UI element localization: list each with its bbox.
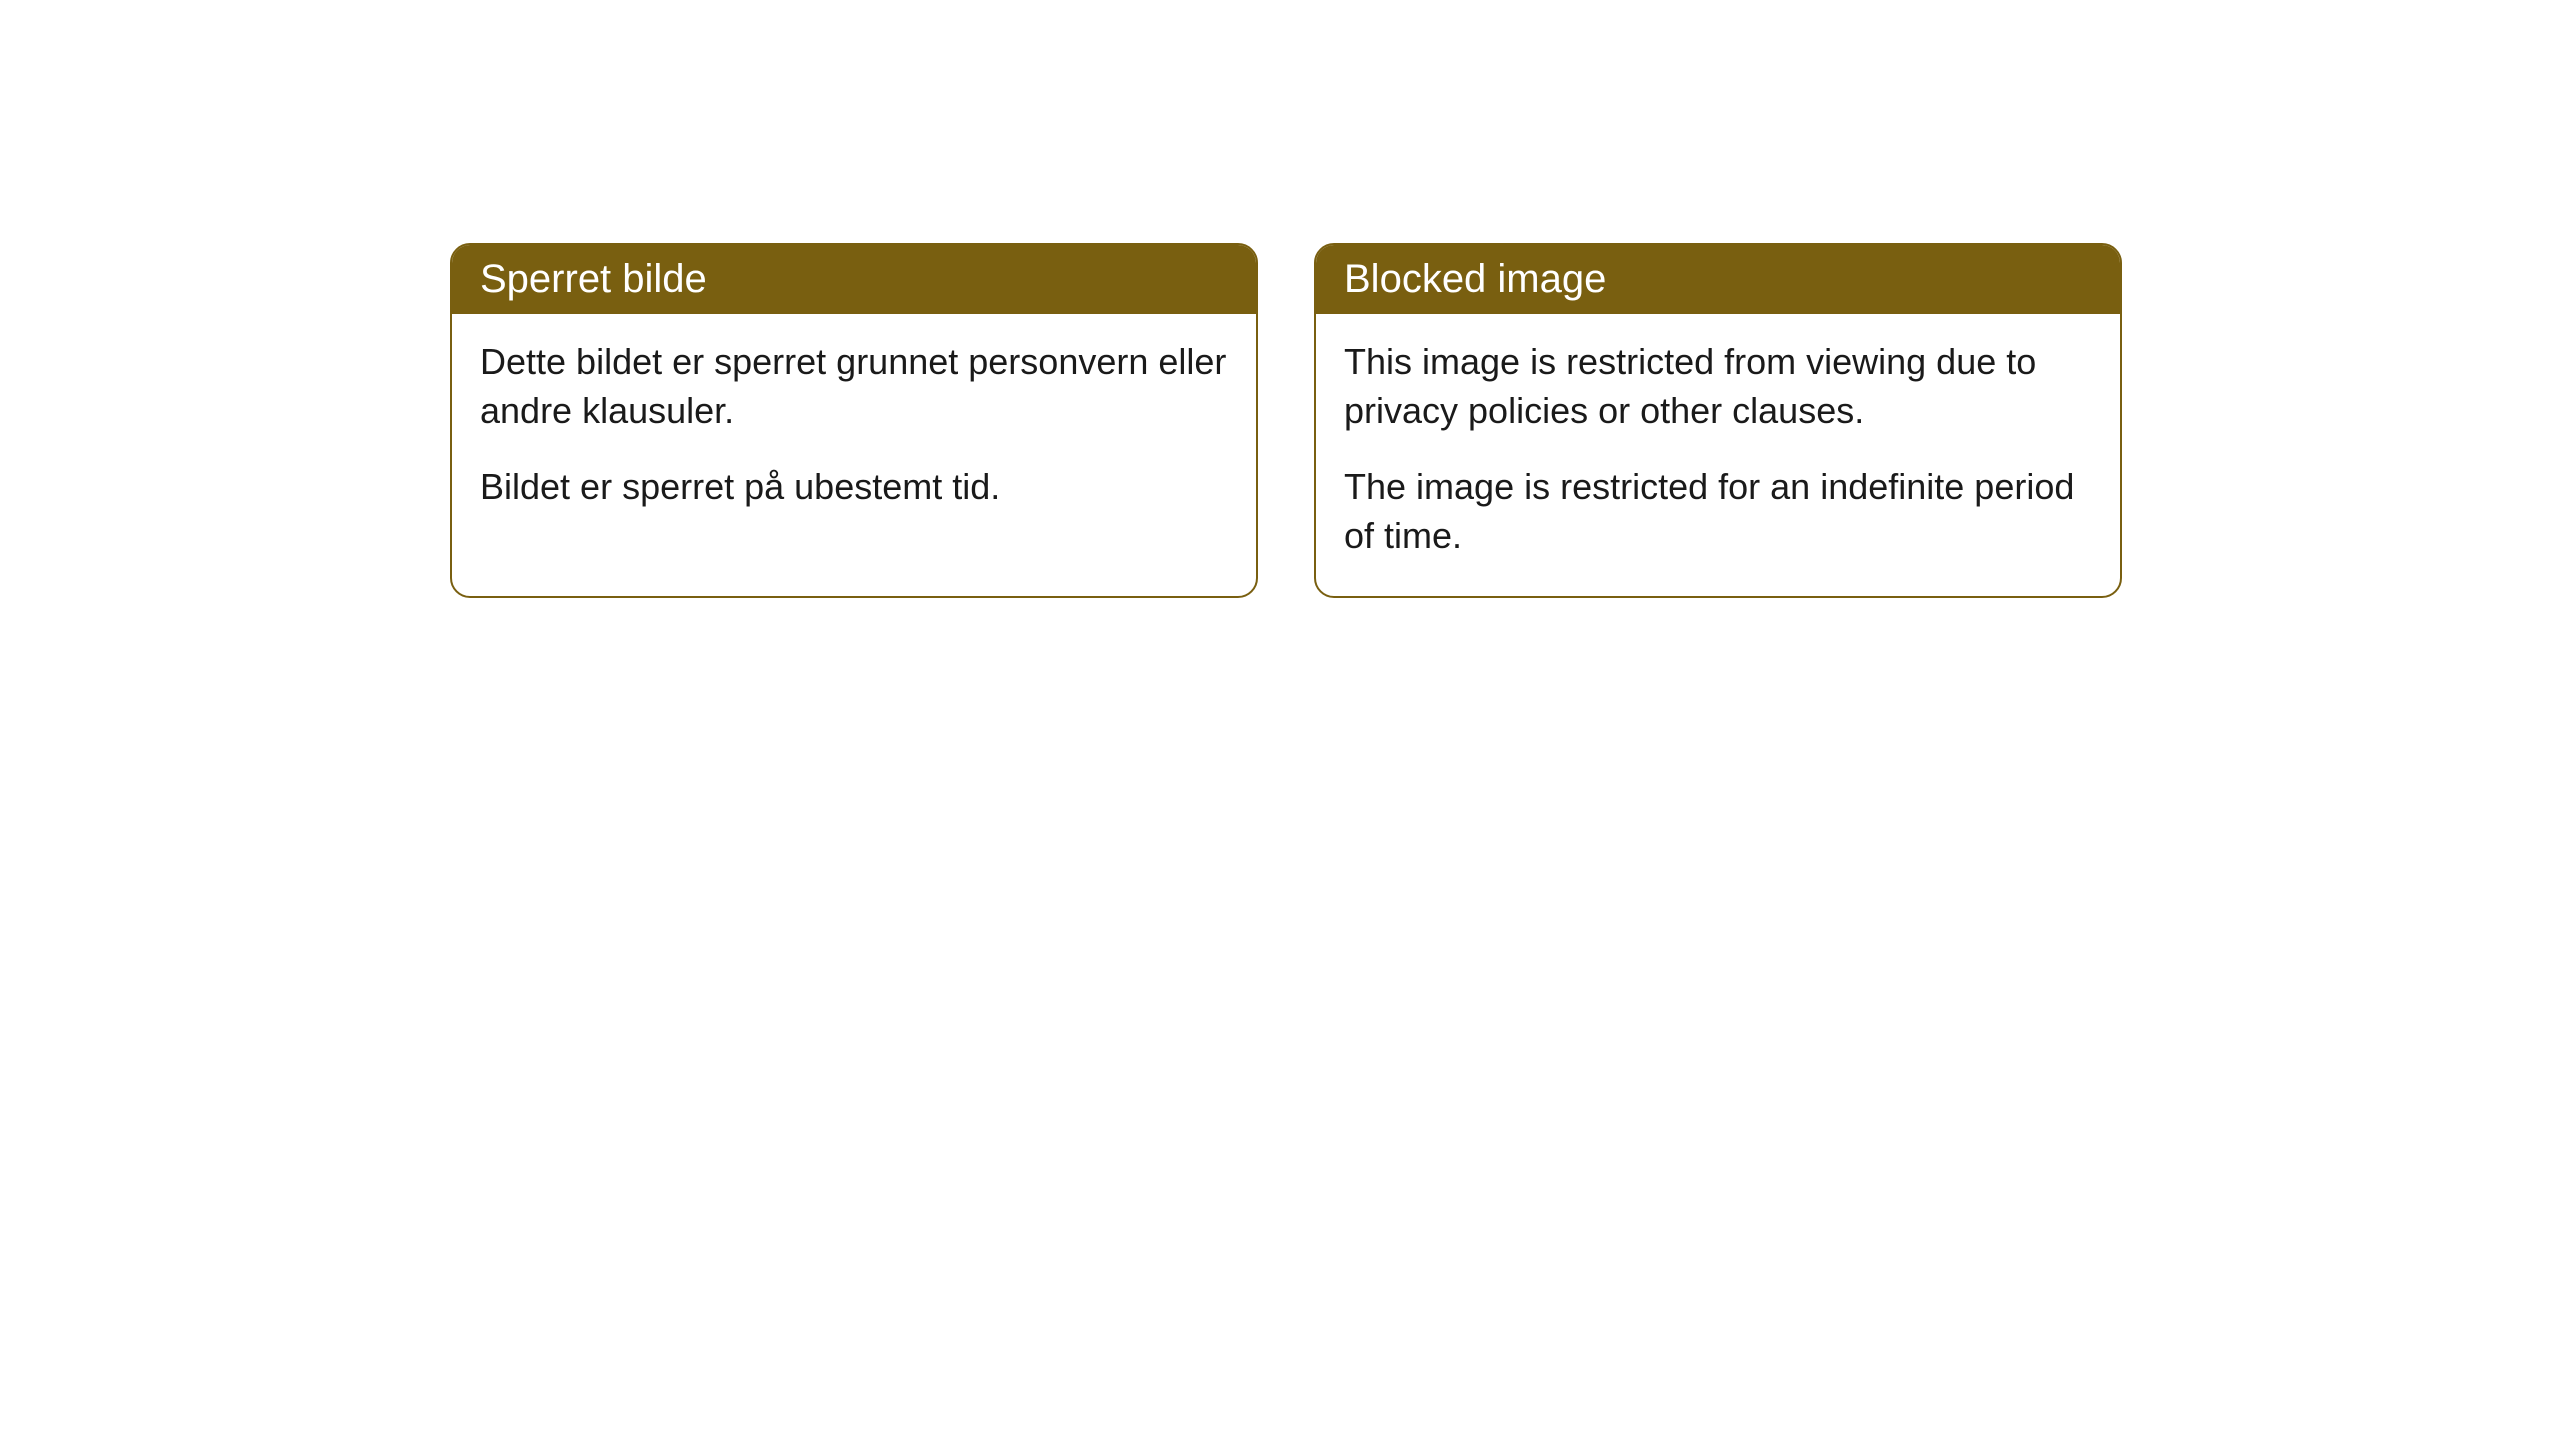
card-paragraph-2-en: The image is restricted for an indefinit… (1344, 463, 2092, 560)
card-body-no: Dette bildet er sperret grunnet personve… (452, 314, 1256, 548)
blocked-image-card-no: Sperret bilde Dette bildet er sperret gr… (450, 243, 1258, 598)
card-paragraph-1-en: This image is restricted from viewing du… (1344, 338, 2092, 435)
card-paragraph-2-no: Bildet er sperret på ubestemt tid. (480, 463, 1228, 512)
blocked-image-card-en: Blocked image This image is restricted f… (1314, 243, 2122, 598)
card-title-en: Blocked image (1316, 245, 2120, 314)
card-body-en: This image is restricted from viewing du… (1316, 314, 2120, 596)
notice-cards-container: Sperret bilde Dette bildet er sperret gr… (450, 243, 2122, 598)
card-title-no: Sperret bilde (452, 245, 1256, 314)
card-paragraph-1-no: Dette bildet er sperret grunnet personve… (480, 338, 1228, 435)
